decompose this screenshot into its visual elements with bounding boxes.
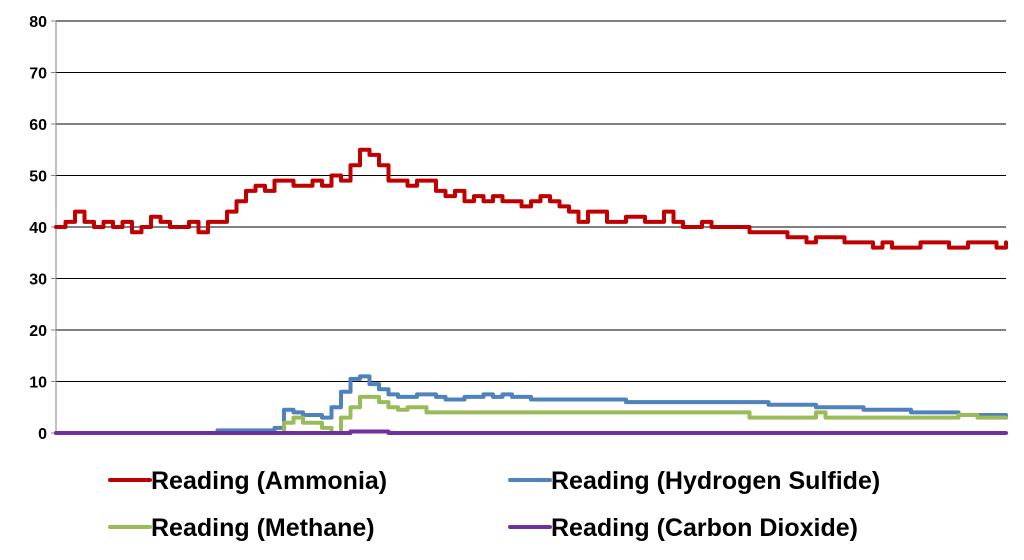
series-line-3 (54, 429, 1008, 435)
y-tick-label-60: 60 (29, 117, 47, 134)
legend: Reading (Ammonia) Reading (Hydrogen Sulfi… (108, 467, 880, 542)
series-line-1 (54, 374, 1008, 435)
y-tick-label-40: 40 (29, 220, 47, 237)
y-tick-label-30: 30 (29, 272, 47, 289)
y-tick-label-70: 70 (29, 66, 47, 83)
y-tick-label-0: 0 (38, 426, 47, 443)
y-tick-label-80: 80 (29, 14, 47, 31)
y-tick-label-10: 10 (29, 375, 47, 392)
y-tick-label-20: 20 (29, 323, 47, 340)
series-lines (54, 147, 1008, 435)
series-line-0 (54, 147, 1008, 250)
y-axis: 0 10 20 30 40 50 60 70 80 (29, 14, 57, 443)
legend-label-3: Reading (Carbon Dioxide) (551, 514, 858, 542)
series-line-2 (54, 394, 1008, 435)
legend-label-0: Reading (Ammonia) (151, 467, 387, 495)
legend-label-2: Reading (Methane) (151, 514, 375, 542)
y-tick-label-50: 50 (29, 169, 47, 186)
legend-label-1: Reading (Hydrogen Sulfide) (551, 467, 880, 495)
gridlines (56, 20, 1006, 434)
